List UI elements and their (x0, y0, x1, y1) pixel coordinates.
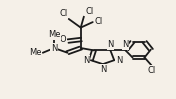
Text: Cl: Cl (147, 66, 156, 75)
Text: N: N (100, 65, 106, 74)
Text: N: N (122, 40, 129, 49)
Text: N: N (83, 56, 89, 65)
Text: Me: Me (29, 48, 42, 57)
Text: O: O (59, 35, 66, 44)
Text: Cl: Cl (94, 17, 102, 26)
Text: N: N (51, 44, 57, 53)
Text: N: N (116, 56, 122, 65)
Text: N: N (107, 40, 114, 49)
Text: Cl: Cl (59, 9, 67, 18)
Text: Me: Me (48, 30, 60, 39)
Text: Cl: Cl (85, 7, 93, 16)
